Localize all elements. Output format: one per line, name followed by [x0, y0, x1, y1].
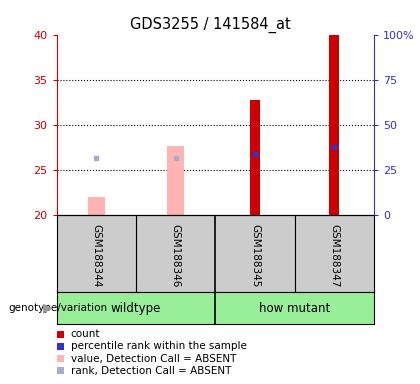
Bar: [167, 146, 184, 215]
Text: GDS3255 / 141584_at: GDS3255 / 141584_at: [130, 17, 290, 33]
Bar: [250, 99, 260, 215]
Text: GSM188345: GSM188345: [250, 224, 260, 288]
Text: value, Detection Call = ABSENT: value, Detection Call = ABSENT: [71, 354, 236, 364]
Text: GSM188347: GSM188347: [329, 224, 339, 288]
Text: percentile rank within the sample: percentile rank within the sample: [71, 341, 247, 351]
Bar: [329, 35, 339, 215]
Text: GSM188346: GSM188346: [171, 224, 181, 288]
Text: how mutant: how mutant: [259, 302, 330, 314]
Text: rank, Detection Call = ABSENT: rank, Detection Call = ABSENT: [71, 366, 231, 376]
Text: ▶: ▶: [43, 302, 52, 314]
Text: GSM188344: GSM188344: [91, 224, 101, 288]
Text: genotype/variation: genotype/variation: [8, 303, 108, 313]
Bar: [88, 197, 105, 215]
Text: count: count: [71, 329, 100, 339]
Text: wildtype: wildtype: [111, 302, 161, 314]
